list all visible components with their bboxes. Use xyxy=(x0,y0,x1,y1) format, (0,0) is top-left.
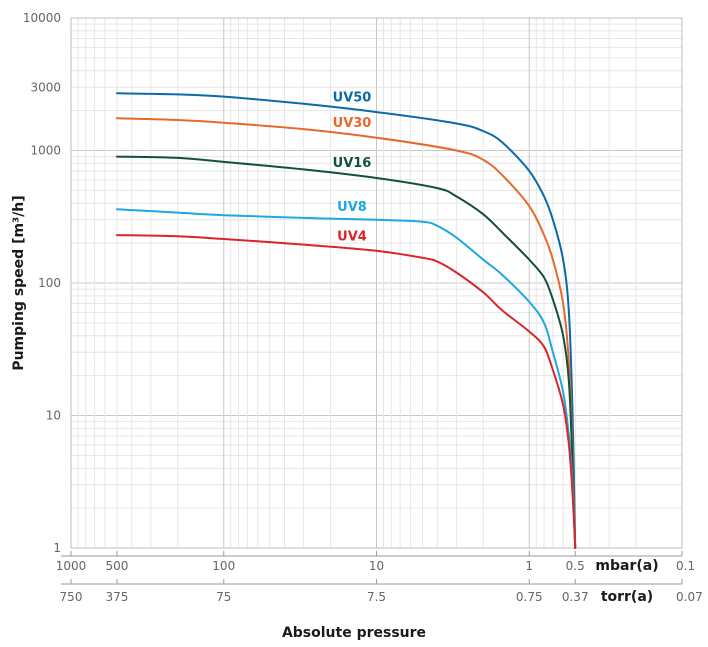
y-tick-label: 1000 xyxy=(30,144,61,158)
x-tick-label: 1000 xyxy=(56,559,87,573)
series-line-uv50 xyxy=(116,92,577,549)
y-axis-label: Pumping speed [m³/h] xyxy=(11,195,27,370)
plot-frame xyxy=(70,17,683,549)
x-tick-label: 0.37 xyxy=(562,590,589,604)
series-layer xyxy=(116,92,577,549)
series-line-uv4 xyxy=(116,234,577,549)
x-tick-label: 500 xyxy=(106,559,129,573)
x-tick-label: 750 xyxy=(60,590,83,604)
series-labels: UV50 UV30 UV16 UV8 UV4 xyxy=(333,90,372,244)
x-tick-label: 0.75 xyxy=(516,590,543,604)
series-line-uv16 xyxy=(116,155,577,549)
y-tick-label: 10000 xyxy=(23,11,61,25)
x-tick-label: 0.07 xyxy=(676,590,703,604)
x-tick-label: 7.5 xyxy=(367,590,386,604)
x-axis-label: Absolute pressure xyxy=(282,625,426,641)
x-tick-label: 100 xyxy=(212,559,235,573)
y-tick-label: 3000 xyxy=(30,80,61,94)
series-label-uv8: UV8 xyxy=(337,200,367,215)
series-label-uv4: UV4 xyxy=(337,230,367,245)
x-tick-label: 375 xyxy=(106,590,129,604)
x-tick-label: 0.1 xyxy=(676,559,695,573)
x-axis-unit-label: mbar(a) xyxy=(595,558,658,574)
x-tick-label: 75 xyxy=(216,590,231,604)
series-label-uv50: UV50 xyxy=(333,90,372,105)
grid xyxy=(71,18,683,549)
x-tick-label: 10 xyxy=(369,559,384,573)
series-label-uv16: UV16 xyxy=(333,156,372,171)
x-axes: 1000 500 100 10 1 0.5 0.1 mbar(a) 750 375 75 7.5 0.7… xyxy=(56,551,703,605)
x-tick-label: 1 xyxy=(525,559,533,573)
y-tick-label: 100 xyxy=(38,276,61,290)
x-axis-unit-label: torr(a) xyxy=(601,589,653,605)
y-tick-label: 10 xyxy=(46,409,61,423)
series-line-uv8 xyxy=(116,208,577,549)
series-line-uv30 xyxy=(116,117,577,549)
y-tick-label: 1 xyxy=(53,541,61,555)
x-tick-label: 0.5 xyxy=(566,559,585,573)
y-axis-ticks: 10000 3000 1000 100 10 1 xyxy=(23,11,61,555)
series-label-uv30: UV30 xyxy=(333,116,372,131)
